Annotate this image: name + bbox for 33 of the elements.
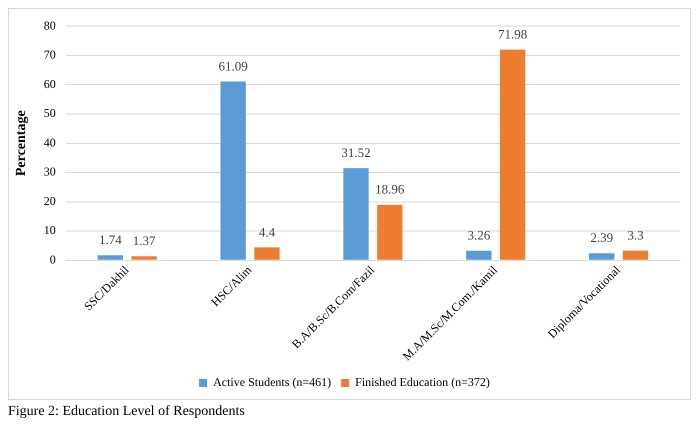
legend-label: Active Students (n=461) bbox=[213, 375, 332, 390]
data-label: 31.52 bbox=[341, 144, 371, 160]
bar bbox=[131, 256, 157, 260]
y-tick-label: 80 bbox=[44, 18, 56, 32]
y-tick-label: 10 bbox=[44, 223, 56, 238]
y-tick-label: 70 bbox=[44, 48, 56, 62]
data-label: 1.37 bbox=[132, 233, 156, 248]
y-tick-label: 30 bbox=[44, 164, 56, 179]
y-tick-label: 20 bbox=[44, 194, 56, 208]
bar bbox=[377, 204, 402, 260]
data-label: 71.98 bbox=[498, 26, 528, 42]
bar bbox=[343, 168, 369, 260]
y-tick-label: 60 bbox=[44, 76, 56, 91]
legend-label: Finished Education (n=372) bbox=[355, 375, 490, 390]
data-label: 2.39 bbox=[590, 230, 614, 246]
bar bbox=[466, 250, 492, 260]
data-label: 3.26 bbox=[467, 228, 491, 243]
bar bbox=[254, 247, 280, 260]
data-label: 61.09 bbox=[218, 58, 248, 74]
caption: Figure 2: Education Level of Respondents bbox=[8, 404, 246, 420]
y-tick-label: 40 bbox=[44, 135, 56, 150]
data-label: 18.96 bbox=[375, 182, 405, 197]
data-label: 1.74 bbox=[98, 232, 122, 248]
bar bbox=[589, 253, 614, 260]
bar bbox=[622, 250, 648, 260]
bar bbox=[220, 82, 246, 260]
data-label: 4.4 bbox=[258, 224, 276, 240]
y-tick-label: 50 bbox=[44, 106, 56, 120]
y-tick-label: 0 bbox=[50, 252, 56, 266]
bar bbox=[98, 255, 123, 260]
y-axis-title: Percentage bbox=[14, 110, 30, 176]
bar bbox=[500, 50, 526, 260]
data-label: 3.3 bbox=[627, 228, 644, 243]
